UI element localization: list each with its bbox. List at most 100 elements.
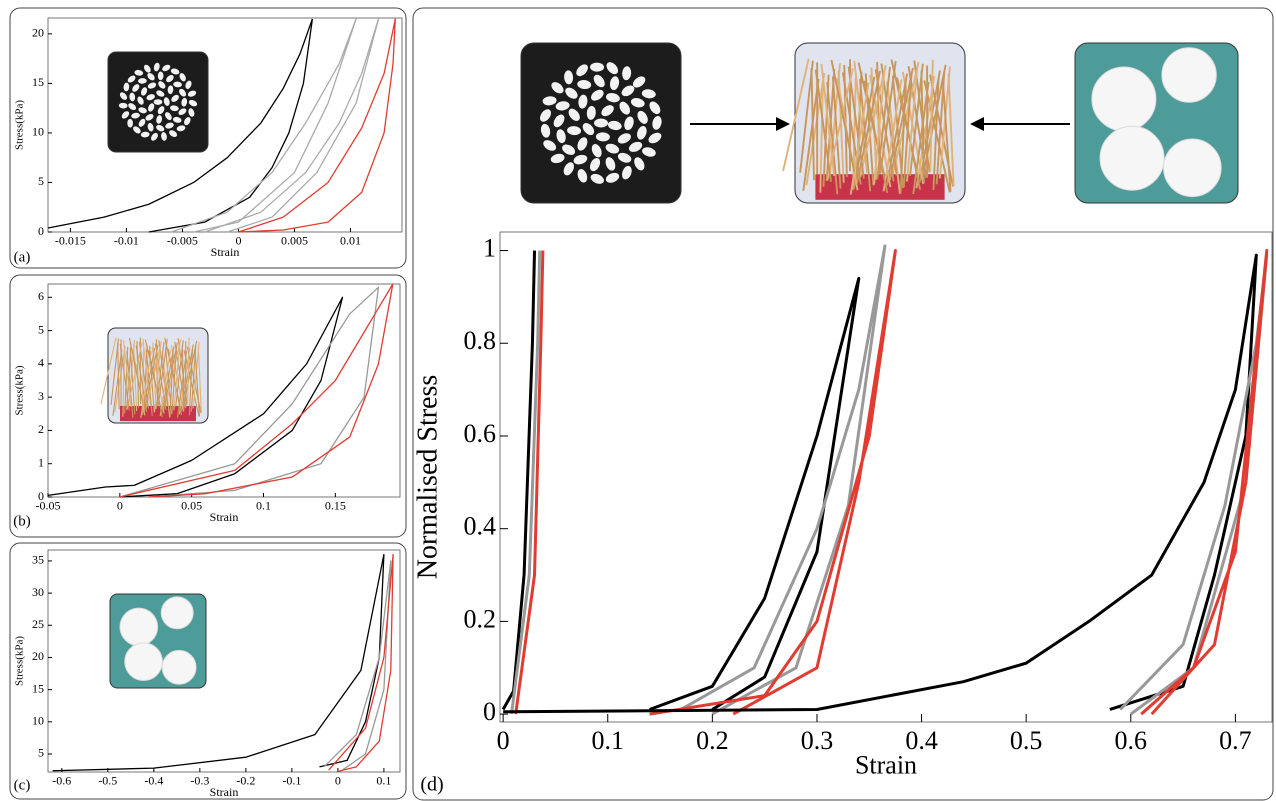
straw: [920, 71, 925, 184]
grain: [606, 62, 619, 75]
grain: [565, 87, 578, 99]
straw: [126, 342, 143, 410]
straw: [810, 68, 815, 181]
y-tick-label: 1: [38, 455, 44, 469]
straw: [177, 351, 188, 418]
grain: [137, 78, 147, 84]
straw: [814, 69, 832, 182]
y-tick-label: 1: [483, 234, 496, 263]
grain: [607, 120, 622, 131]
x-tick-label: -0.5: [98, 773, 117, 787]
series-line: [47, 18, 313, 229]
straw: [831, 76, 842, 189]
grain: [167, 85, 174, 95]
series-line: [119, 283, 394, 498]
grain: [187, 90, 197, 97]
straw: [905, 69, 919, 182]
x-tick-label: 0.005: [281, 233, 308, 247]
y-tick-label: 5: [38, 746, 44, 760]
straw: [110, 338, 120, 406]
grain: [169, 130, 178, 137]
grain: [577, 79, 592, 90]
straw: [802, 78, 820, 192]
straw: [932, 77, 940, 191]
grain: [171, 94, 179, 102]
y-tick-label: 3: [38, 389, 44, 403]
grain: [138, 107, 147, 114]
grain: [573, 154, 588, 165]
series-line: [119, 286, 380, 498]
arrow-head: [776, 117, 790, 131]
grain: [563, 162, 574, 176]
cotton-ball: [119, 607, 159, 647]
straw: [122, 350, 125, 417]
grain: [146, 94, 155, 101]
straw: [826, 68, 854, 181]
photo: [520, 42, 682, 204]
grain: [181, 97, 188, 107]
straw: [912, 81, 930, 195]
x-tick-label: 0: [497, 726, 510, 755]
y-tick-label: 20: [32, 649, 44, 663]
straw: [929, 59, 934, 172]
plot-frame: [47, 283, 401, 498]
grain: [131, 112, 140, 119]
grain: [161, 132, 167, 141]
grain: [617, 133, 631, 144]
y-tick-label: 0.8: [464, 326, 497, 355]
grain: [641, 89, 656, 99]
grain: [628, 141, 643, 152]
photo: [100, 327, 209, 424]
grain: [564, 70, 574, 85]
grain: [617, 152, 632, 163]
straw: [171, 347, 178, 414]
y-tick-label: 5: [38, 174, 44, 188]
y-axis-title: Normalised Stress: [412, 375, 443, 580]
straw: [830, 59, 856, 173]
y-tick-label: 4: [38, 356, 44, 370]
grain: [577, 137, 588, 151]
series-line: [204, 18, 380, 233]
grain: [132, 84, 140, 92]
y-tick-label: 0: [38, 489, 44, 503]
y-axis-title: Stress(kPa): [14, 365, 26, 415]
grain: [553, 114, 565, 128]
grain: [622, 165, 632, 180]
straw: [159, 349, 172, 417]
cotton-ball: [1099, 125, 1165, 191]
photo: [107, 51, 209, 153]
series-line: [1140, 249, 1269, 716]
grain: [133, 126, 141, 134]
straw: [100, 337, 117, 405]
grain: [632, 76, 646, 88]
grain: [156, 124, 165, 132]
grain: [147, 122, 154, 132]
plot-frame: [47, 549, 401, 773]
grain: [648, 132, 662, 144]
x-axis-title: Strain: [211, 245, 240, 259]
grain: [121, 111, 130, 119]
x-axis-title: Strain: [210, 785, 239, 799]
x-tick-label: 0.1: [591, 726, 624, 755]
straw: [126, 351, 134, 418]
straw: [183, 350, 200, 417]
panel-frame: [9, 274, 407, 538]
straw: [169, 350, 174, 418]
grain: [137, 96, 144, 105]
straw: [143, 344, 159, 412]
grain: [147, 73, 155, 81]
x-tick-label: 0.01: [340, 233, 361, 247]
series-line: [514, 250, 545, 715]
straw: [153, 345, 162, 413]
straw: [161, 350, 171, 418]
grain: [128, 103, 137, 111]
grain: [540, 109, 551, 122]
y-tick-label: 0.6: [464, 419, 497, 448]
x-tick-label: 0.15: [325, 498, 346, 512]
grain: [173, 81, 182, 88]
x-tick-label: 0.5: [1010, 726, 1043, 755]
grain: [143, 64, 151, 73]
grain: [577, 169, 588, 183]
grain: [619, 101, 631, 115]
x-tick-label: -0.1: [282, 773, 301, 787]
